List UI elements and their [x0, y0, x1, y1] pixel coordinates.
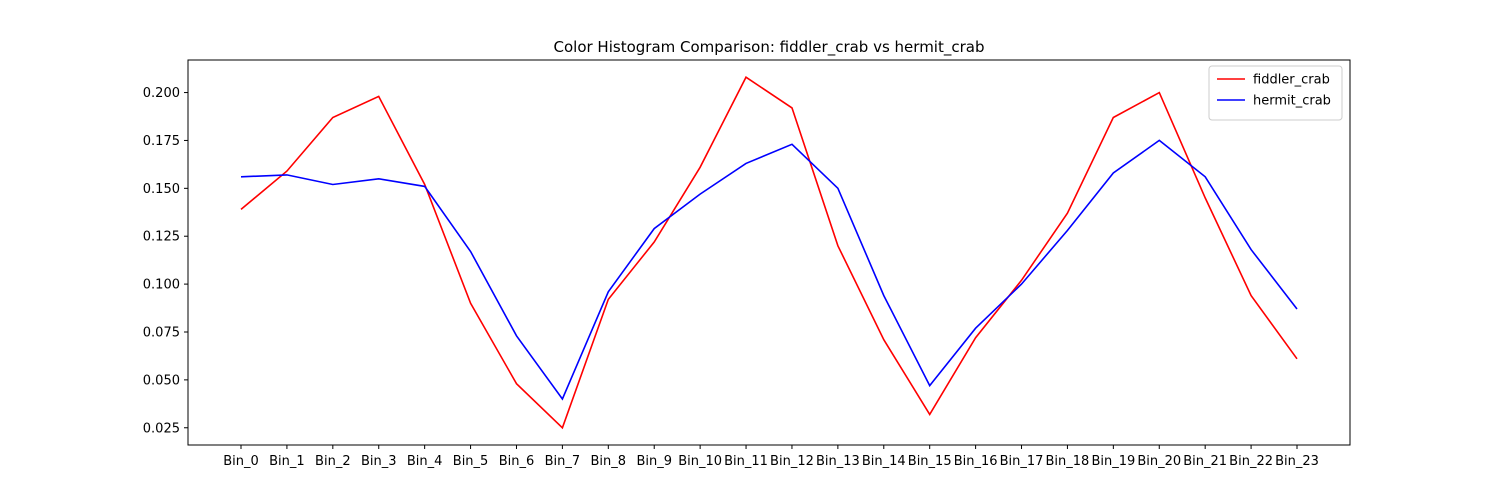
x-tick-label: Bin_23 — [1275, 454, 1319, 469]
x-tick-label: Bin_11 — [724, 454, 768, 469]
x-tick-label: Bin_18 — [1046, 454, 1090, 469]
plot-series — [240, 76, 1298, 430]
y-tick-label: 0.050 — [143, 373, 180, 388]
x-tick-label: Bin_1 — [269, 454, 305, 469]
series-line-fiddler-crab — [240, 76, 1298, 430]
plot-frame — [187, 59, 1351, 446]
x-tick-label: Bin_7 — [545, 454, 581, 469]
series-line-hermit-crab — [240, 139, 1298, 401]
x-tick-label: Bin_4 — [407, 454, 443, 469]
x-tick-label: Bin_22 — [1229, 454, 1273, 469]
x-tick-label: Bin_16 — [954, 454, 998, 469]
x-tick-label: Bin_14 — [862, 454, 906, 469]
x-tick-label: Bin_17 — [1000, 454, 1044, 469]
legend-label: hermit_crab — [1253, 94, 1331, 109]
x-tick-label: Bin_20 — [1137, 454, 1181, 469]
y-tick-label: 0.150 — [143, 182, 180, 197]
legend: fiddler_crab hermit_crab — [1208, 65, 1343, 121]
x-tick-label: Bin_13 — [816, 454, 860, 469]
legend-label: fiddler_crab — [1253, 73, 1330, 88]
chart-title: Color Histogram Comparison: fiddler_crab… — [554, 38, 985, 57]
x-tick-label: Bin_15 — [908, 454, 952, 469]
x-tick-label: Bin_19 — [1091, 454, 1135, 469]
y-tick-label: 0.025 — [143, 421, 180, 436]
x-tick-label: Bin_10 — [678, 454, 722, 469]
x-tick-label: Bin_9 — [636, 454, 672, 469]
x-tick-label: Bin_5 — [453, 454, 489, 469]
x-tick-label: Bin_3 — [361, 454, 397, 469]
x-tick-label: Bin_12 — [770, 454, 814, 469]
x-tick-label: Bin_8 — [591, 454, 627, 469]
x-axis: Bin_0 Bin_1 Bin_2 Bin_3 Bin_4 Bin_5 Bin_6 Bin_7… — [223, 445, 1319, 469]
x-tick-label: Bin_2 — [315, 454, 351, 469]
x-tick-label: Bin_21 — [1183, 454, 1227, 469]
y-tick-label: 0.175 — [143, 134, 180, 149]
x-tick-label: Bin_6 — [499, 454, 535, 469]
x-tick-label: Bin_0 — [223, 454, 259, 469]
y-axis: 0.025 0.050 0.075 0.100 0.125 0.150 0.175 0.200 — [143, 86, 188, 436]
y-tick-label: 0.100 — [143, 278, 180, 293]
y-tick-label: 0.075 — [143, 325, 180, 340]
y-tick-label: 0.125 — [143, 230, 180, 245]
y-tick-label: 0.200 — [143, 86, 180, 101]
